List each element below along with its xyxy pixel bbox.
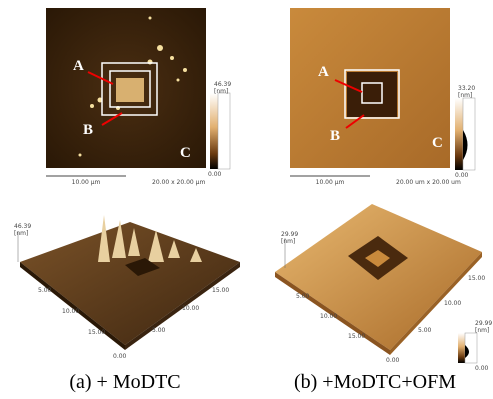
panel-a-2d: A B C 46.39 [nm] 0.00 10.00 µm 20.00 x 2… <box>46 8 231 186</box>
colorbar-max: 46.39 <box>214 81 231 88</box>
scale-bar-label: 10.00 µm <box>72 179 101 186</box>
colorbar-min: 0.00 <box>208 171 222 178</box>
axis-label: 10.00 <box>182 305 199 312</box>
panel-b-2d: A B C 33.20 [nm] 0.00 10.00 µm 20.00 um … <box>290 8 475 186</box>
mark-label: B <box>330 128 340 144</box>
panel-b-3d: 29.99 [nm] 5.00 10.00 15.00 0.00 5.00 10… <box>275 204 492 372</box>
colorbar-max: 33.20 <box>458 85 475 92</box>
axis-label: 15.00 <box>88 329 105 336</box>
worn-area <box>347 72 397 117</box>
scan-size: 20.00 um x 20.00 um <box>396 179 461 186</box>
mark-label: A <box>73 58 84 74</box>
z-max: 29.99 <box>281 231 298 238</box>
colorbar-min: 0.00 <box>475 365 489 372</box>
axis-label: 5.00 <box>38 287 52 294</box>
surface <box>20 222 240 345</box>
axis-label: 0.00 <box>113 353 127 360</box>
colorbar-unit: [nm] <box>458 92 472 99</box>
colorbar-max: 29.99 <box>475 320 492 327</box>
axis-label: 10.00 <box>444 300 461 307</box>
scale-bar-label: 10.00 µm <box>316 179 345 186</box>
colorbar-min: 0.00 <box>455 172 469 179</box>
scan-size: 20.00 x 20.00 µm <box>152 179 205 186</box>
colorbar <box>455 98 463 170</box>
colorbar <box>210 93 218 169</box>
colorbar-unit: [nm] <box>214 88 228 95</box>
axis-label: 5.00 <box>152 327 166 334</box>
histogram <box>218 93 230 169</box>
mark-label: C <box>180 145 191 161</box>
axis-label: 0.00 <box>386 357 400 364</box>
worn-area <box>116 78 144 102</box>
z-unit: [nm] <box>281 238 295 245</box>
axis-label: 5.00 <box>418 327 432 334</box>
axis-label: 10.00 <box>320 313 337 320</box>
z-max: 46.39 <box>14 223 31 230</box>
caption: (a) + MoDTC <box>69 371 180 393</box>
axis-label: 15.00 <box>212 287 229 294</box>
colorbar <box>458 333 465 363</box>
axis-label: 15.00 <box>468 275 485 282</box>
axis-label: 15.00 <box>348 333 365 340</box>
colorbar-unit: [nm] <box>475 327 489 334</box>
z-unit: [nm] <box>14 230 28 237</box>
figure: A B C 46.39 [nm] 0.00 10.00 µm 20.00 x 2… <box>0 0 493 399</box>
mark-label: B <box>83 122 93 138</box>
panel-a-3d: 46.39 [nm] 5.00 10.00 15.00 0.00 5.00 10… <box>14 215 240 360</box>
caption: (b) +MoDTC+OFM <box>294 371 456 393</box>
axis-label: 10.00 <box>62 308 79 315</box>
mark-label: C <box>432 135 443 151</box>
axis-label: 5.00 <box>296 293 310 300</box>
mark-label: A <box>318 64 329 80</box>
